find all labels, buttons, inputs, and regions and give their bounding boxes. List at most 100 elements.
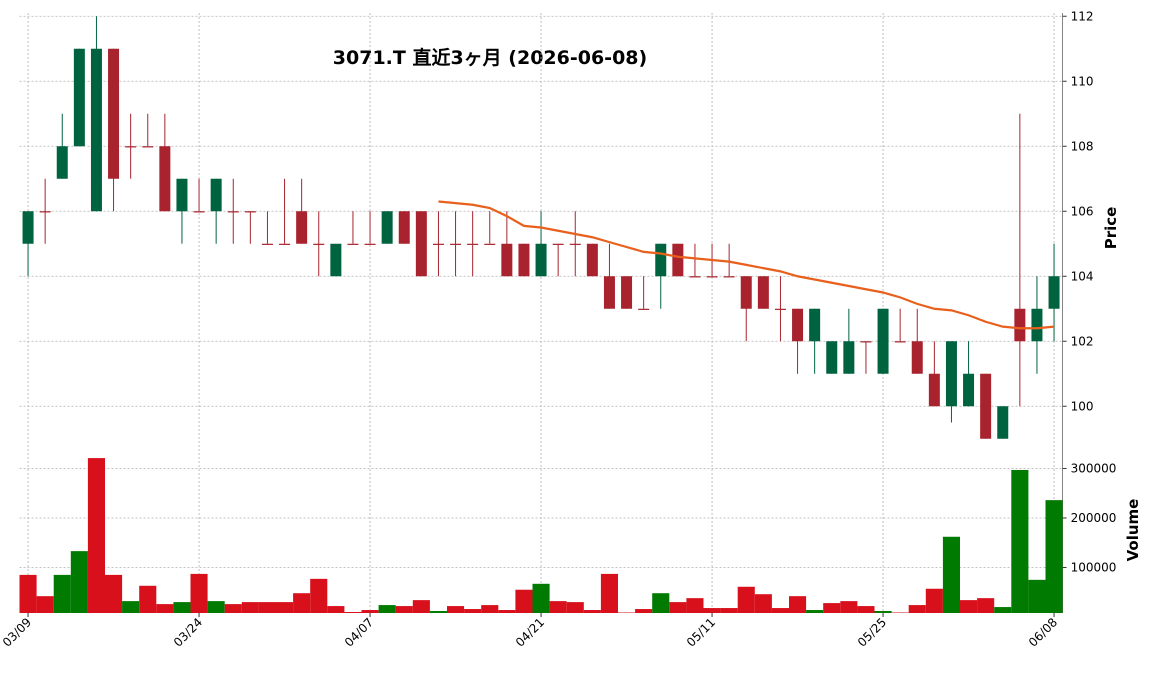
candle-body: [1049, 276, 1060, 309]
volume-bar: [635, 609, 652, 613]
volume-bar: [464, 609, 481, 613]
y-tick-label: 106: [1071, 204, 1094, 218]
candle-body: [40, 211, 51, 212]
volume-bar: [704, 608, 721, 613]
candle-body: [450, 244, 461, 245]
candle-body: [860, 341, 871, 342]
volume-bar: [652, 593, 669, 613]
candle-body: [382, 211, 393, 244]
candle-body: [74, 49, 85, 147]
volume-bar: [806, 610, 823, 613]
volume-bar: [242, 602, 259, 613]
x-tick-label: 03/24: [171, 615, 205, 649]
y-tick-label: 108: [1071, 139, 1094, 153]
volume-bar: [327, 606, 344, 613]
volume-bar: [994, 607, 1011, 613]
volume-bar: [601, 574, 618, 613]
volume-bar: [857, 606, 874, 613]
candle-body: [895, 341, 906, 342]
x-tick-label: 04/07: [342, 615, 376, 649]
x-tick-label: 03/09: [0, 615, 34, 649]
candle-body: [245, 211, 256, 212]
volume-bar: [772, 608, 789, 613]
candle-body: [672, 244, 683, 277]
volume-bar: [54, 575, 71, 613]
candle-body: [399, 211, 410, 244]
volume-bar: [738, 587, 755, 613]
x-tick-label: 05/25: [855, 615, 889, 649]
candle-body: [518, 244, 529, 277]
candle-body: [963, 374, 974, 407]
volume-bar: [344, 612, 361, 613]
candle-body: [211, 179, 222, 212]
candle-body: [929, 374, 940, 407]
candle-body: [997, 406, 1008, 439]
candle-body: [689, 276, 700, 277]
candle-body: [792, 309, 803, 342]
volume-bar: [139, 586, 156, 613]
candle-body: [724, 276, 735, 277]
candle-body: [587, 244, 598, 277]
volume-bar: [430, 611, 447, 613]
candle-body: [57, 146, 68, 179]
candle-body: [467, 244, 478, 245]
volume-bar: [960, 600, 977, 613]
volume-tick-label: 300000: [1071, 461, 1117, 475]
volume-bar: [515, 590, 532, 613]
volume-bar: [498, 610, 515, 613]
candle-body: [91, 49, 102, 212]
candle-body: [125, 146, 136, 147]
chart-title: 3071.T 直近3ヶ月 (2026-06-08): [333, 46, 647, 69]
volume-bar: [122, 601, 139, 613]
volume-bar: [875, 611, 892, 613]
candle-body: [433, 244, 444, 245]
y-tick-label: 112: [1071, 9, 1094, 23]
volume-tick-label: 200000: [1071, 511, 1117, 525]
volume-bar: [533, 584, 550, 613]
candle-body: [980, 374, 991, 439]
volume-bar: [259, 602, 276, 613]
candle-body: [330, 244, 341, 277]
candle-body: [228, 211, 239, 212]
candle-body: [843, 341, 854, 374]
candle-body: [741, 276, 752, 309]
volume-bar: [943, 537, 960, 613]
x-tick-label: 04/21: [513, 615, 547, 649]
volume-bar: [1028, 580, 1045, 613]
volume-bar: [173, 602, 190, 613]
candle-body: [707, 276, 718, 277]
volume-bar: [909, 605, 926, 613]
volume-bar: [379, 605, 396, 613]
volume-bar: [310, 579, 327, 613]
candle-body: [638, 309, 649, 310]
candle-body: [946, 341, 957, 406]
volume-bar: [225, 604, 242, 613]
y-tick-label: 104: [1071, 269, 1094, 283]
volume-bar: [105, 575, 122, 613]
volume-bar: [362, 610, 379, 613]
candle-body: [416, 211, 427, 276]
y-axis-label: Price: [1102, 207, 1120, 250]
volume-bar: [20, 575, 37, 613]
candle-body: [553, 244, 564, 245]
candle-body: [194, 211, 205, 212]
x-tick-label: 06/08: [1026, 615, 1060, 649]
candle-body: [655, 244, 666, 277]
x-tick-label: 05/11: [684, 615, 718, 649]
volume-bar: [977, 598, 994, 613]
candle-body: [1014, 309, 1025, 342]
volume-bar: [669, 602, 686, 613]
volume-bar: [550, 601, 567, 613]
volume-bar: [208, 601, 225, 613]
candle-body: [159, 146, 170, 211]
volume-bar: [293, 593, 310, 613]
volume-bar: [88, 458, 105, 613]
candle-body: [108, 49, 119, 179]
candle-body: [23, 211, 34, 244]
y-tick-label: 100: [1071, 399, 1094, 413]
volume-bar: [191, 574, 208, 613]
y-tick-label: 110: [1071, 74, 1094, 88]
volume-bar: [396, 606, 413, 613]
y-tick-label: 102: [1071, 334, 1094, 348]
candle-body: [809, 309, 820, 342]
